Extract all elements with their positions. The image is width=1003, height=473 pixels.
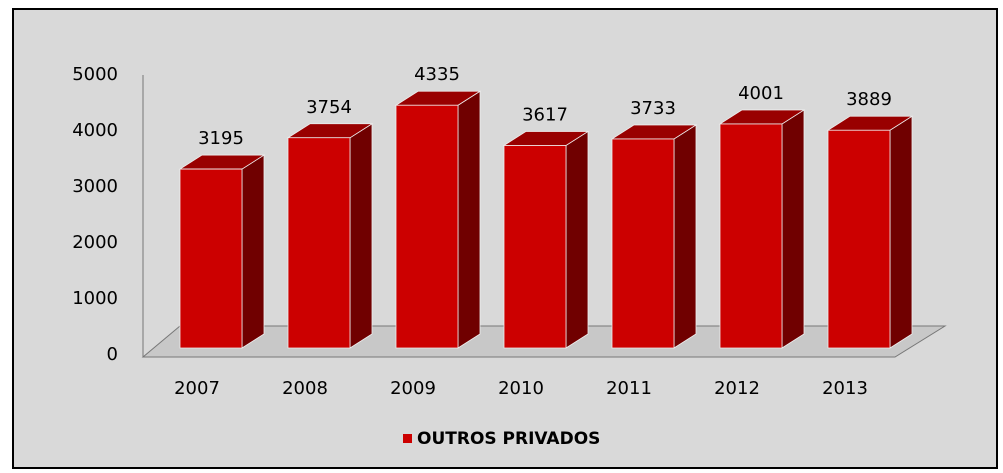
x-tick-label: 2007 xyxy=(174,378,220,399)
x-tick-label: 2009 xyxy=(390,378,436,399)
bar-front xyxy=(719,123,783,349)
x-tick-label: 2012 xyxy=(714,378,760,399)
bar xyxy=(286,123,374,349)
bar-side xyxy=(889,115,913,349)
value-label: 3733 xyxy=(630,98,676,119)
y-tick-label: 5000 xyxy=(72,64,118,85)
bar-side xyxy=(457,90,481,349)
bar-front xyxy=(827,129,891,349)
bar-front xyxy=(287,137,351,349)
bar-front xyxy=(395,104,459,349)
y-tick-label: 0 xyxy=(107,344,118,365)
value-label: 3889 xyxy=(846,89,892,110)
value-label: 3617 xyxy=(522,104,568,125)
legend-swatch xyxy=(403,434,412,443)
value-label: 4335 xyxy=(414,64,460,85)
value-label: 3195 xyxy=(198,128,244,149)
bar-front xyxy=(179,168,243,349)
x-tick-label: 2013 xyxy=(822,378,868,399)
bar xyxy=(178,154,266,349)
bar-side xyxy=(565,130,589,349)
bar-front xyxy=(503,145,567,349)
x-tick-label: 2008 xyxy=(282,378,328,399)
bar-side xyxy=(241,154,265,349)
bar xyxy=(394,90,482,349)
x-tick-label: 2010 xyxy=(498,378,544,399)
value-label: 3754 xyxy=(306,97,352,118)
value-label: 4001 xyxy=(738,83,784,104)
bar-front xyxy=(611,138,675,349)
x-tick-label: 2011 xyxy=(606,378,652,399)
y-tick-label: 3000 xyxy=(72,176,118,197)
legend-text: OUTROS PRIVADOS xyxy=(417,429,600,449)
bar xyxy=(502,130,590,349)
y-tick-label: 2000 xyxy=(72,232,118,253)
y-tick-label: 1000 xyxy=(72,288,118,309)
bar-side xyxy=(673,124,697,349)
bar-side xyxy=(781,109,805,349)
bar xyxy=(718,109,806,349)
bar-side xyxy=(349,123,373,349)
bar xyxy=(826,115,914,349)
y-tick-label: 4000 xyxy=(72,120,118,141)
bar xyxy=(610,124,698,349)
